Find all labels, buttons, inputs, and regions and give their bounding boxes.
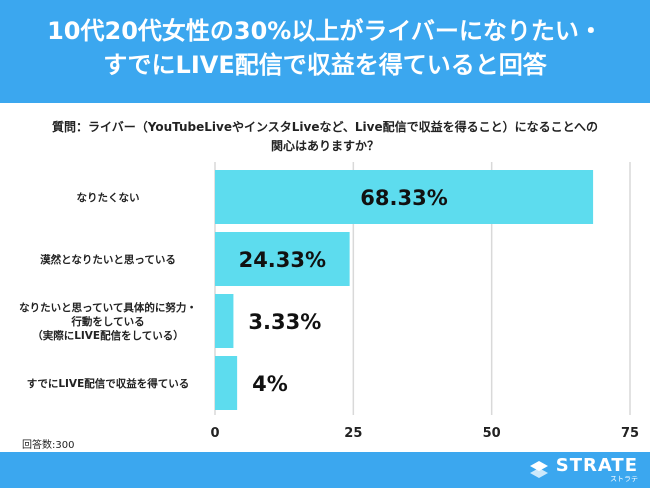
data-label: 68.33% (360, 186, 447, 210)
x-tick-label: 50 (483, 426, 501, 441)
x-tick-label: 25 (344, 426, 362, 441)
data-label: 3.33% (248, 310, 321, 334)
page-title-line2: すでにLIVE配信で収益を得ていると回答 (103, 51, 547, 79)
bar (215, 170, 594, 224)
category-label-line: すでにLIVE配信で収益を得ている (27, 377, 190, 390)
x-tick-label: 0 (210, 426, 219, 441)
header-banner: 10代20代女性の30%以上がライバーになりたい・ すでにLIVE配信で収益を得… (0, 0, 650, 103)
category-label-line: 行動をしている (70, 315, 144, 328)
data-label: 24.33% (239, 248, 326, 272)
category-label-line: 漠然となりたいと思っている (40, 253, 176, 266)
strate-logo-icon (529, 461, 548, 478)
bar (215, 294, 234, 348)
category-label: なりたくない (77, 192, 140, 204)
bar-chart: 0 25 50 75 68.33% なりたくない 24.33% 漠然となりたいと思っている 3.… (19, 162, 639, 441)
category-label-line: （実際にLIVE配信をしている） (32, 329, 184, 342)
brand-logo: STRATE ストラテ (526, 456, 638, 484)
question-line2: 関心はありますか？ (270, 139, 379, 153)
bar (215, 356, 238, 410)
bar (215, 232, 350, 286)
data-label: 4% (252, 372, 288, 396)
page-title-line1: 10代20代女性の30%以上がライバーになりたい・ (47, 17, 603, 45)
brand-name: STRATE (555, 455, 638, 476)
category-label: 漠然となりたいと思っている (40, 253, 176, 266)
footer-banner: STRATE ストラテ (0, 452, 650, 488)
category-label-line: なりたいと思っていて具体的に努力・ (19, 301, 197, 314)
category-label-line: なりたくない (77, 192, 140, 204)
response-count: 回答数:300 (22, 440, 75, 451)
question-text: 質問：ライバー（YouTubeLiveやインスタLiveなど、Live配信で収益… (0, 118, 650, 156)
question-line1: 質問：ライバー（YouTubeLiveやインスタLiveなど、Live配信で収益… (52, 120, 598, 134)
category-label: なりたいと思っていて具体的に努力・行動をしている（実際にLIVE配信をしている） (19, 301, 197, 342)
x-tick-label: 75 (621, 426, 639, 441)
category-label: すでにLIVE配信で収益を得ている (27, 377, 190, 390)
brand-sub: ストラテ (610, 475, 638, 483)
